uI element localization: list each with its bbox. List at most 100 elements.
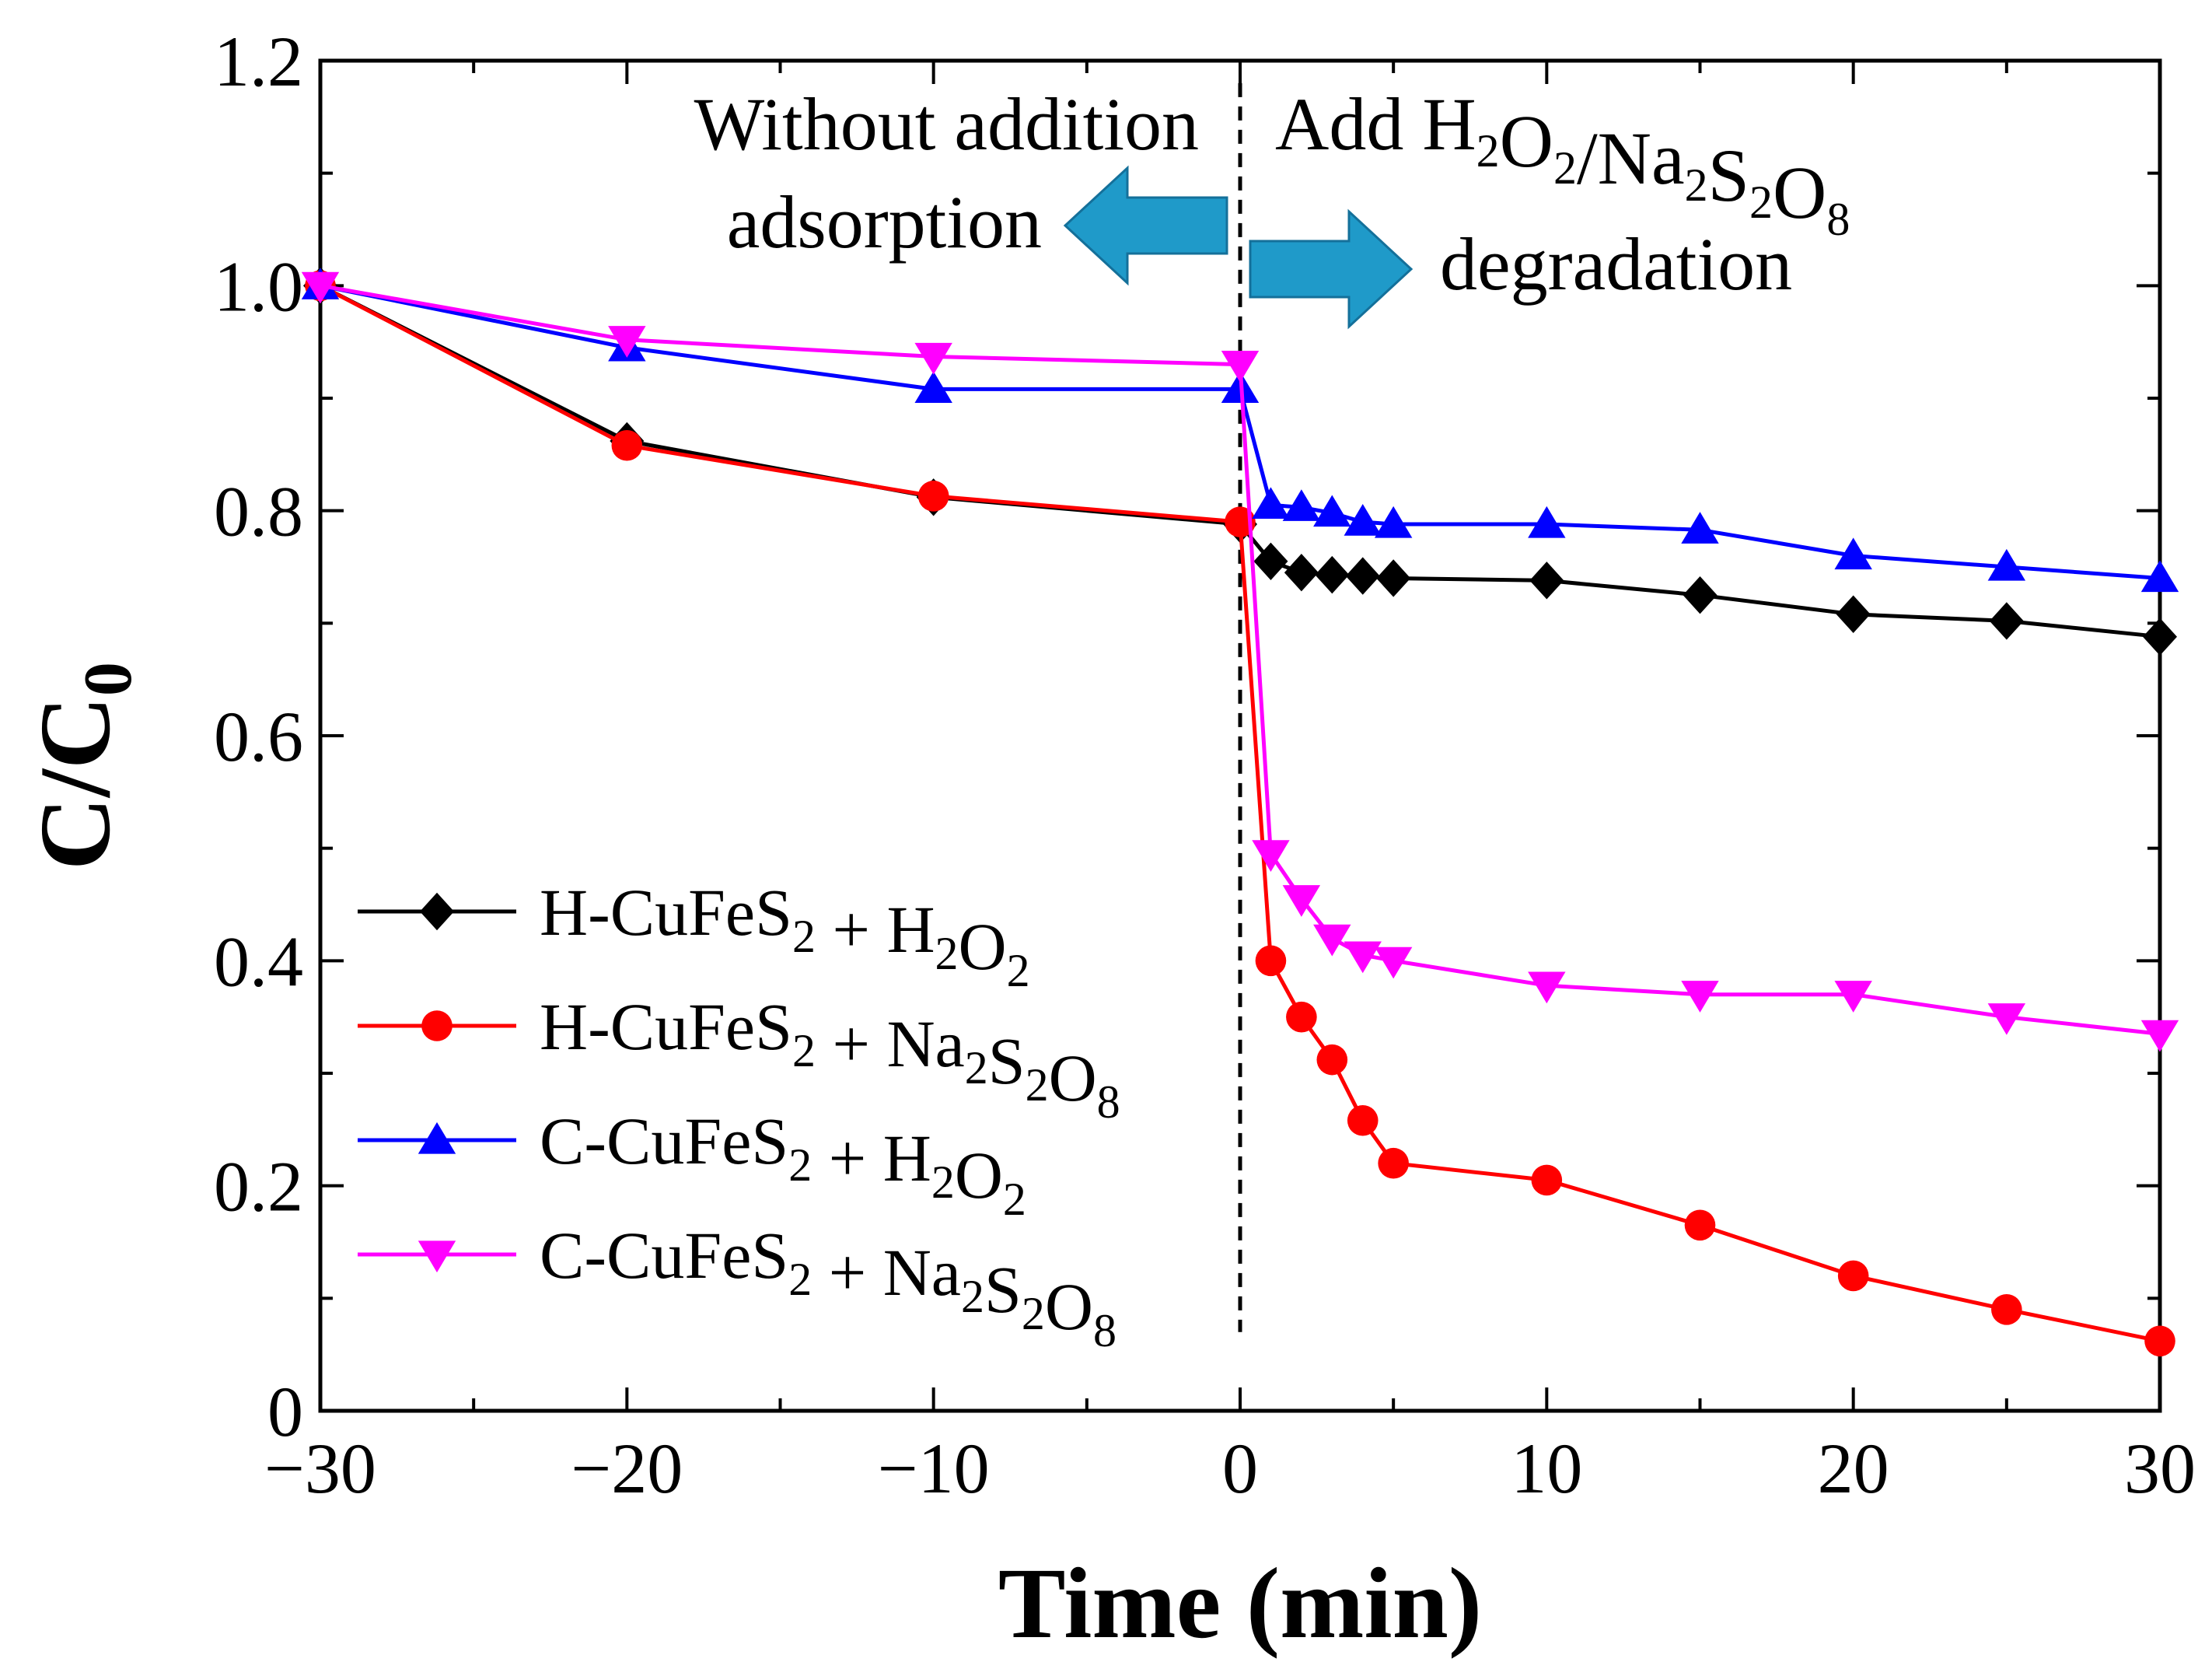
data-point <box>1221 351 1260 383</box>
x-axis-title: Time (min) <box>998 1548 1482 1660</box>
subscript: 8 <box>1093 1305 1116 1356</box>
subscript: 2 <box>1022 1288 1045 1339</box>
text-run: O <box>1045 1269 1093 1344</box>
legend-label: C-CuFeS2 + Na2S2O8 <box>540 1218 1116 1356</box>
data-point <box>1252 487 1290 520</box>
data-point <box>1378 1147 1409 1179</box>
data-point <box>1344 941 1382 974</box>
data-point <box>611 429 643 461</box>
text-run: C-CuFeS <box>540 1104 788 1178</box>
text-run: S <box>988 1023 1026 1098</box>
y-tick-label: 0 <box>267 1372 303 1451</box>
x-tick-label: −10 <box>878 1429 990 1508</box>
x-tick-label: 30 <box>2124 1429 2196 1508</box>
text-run: S <box>984 1252 1022 1327</box>
subscript: 2 <box>1026 1059 1049 1111</box>
subscript: 2 <box>961 1271 984 1322</box>
data-point <box>1253 542 1288 580</box>
legend-entry-4: C-CuFeS2 + Na2S2O8 <box>358 1218 1116 1356</box>
subscript: 2 <box>1685 159 1708 211</box>
data-point <box>1529 562 1564 600</box>
subscript: 2 <box>792 911 816 962</box>
series-line <box>319 284 2161 1343</box>
y-axis-title-main: C/C <box>19 696 131 870</box>
y-tick-label: 0.6 <box>214 697 303 776</box>
data-point <box>1284 554 1319 592</box>
data-point <box>1684 1209 1716 1241</box>
right-arrow-icon <box>1249 208 1414 330</box>
data-point <box>2144 1325 2175 1357</box>
legend-marker <box>418 1240 456 1273</box>
data-point <box>1252 840 1290 872</box>
data-point <box>1836 595 1871 633</box>
annotation-right-line2: degradation <box>1440 222 1792 306</box>
text-run: + Na <box>812 1235 961 1310</box>
text-run: S <box>1708 134 1749 217</box>
data-point <box>914 342 952 375</box>
legend-entry-2: H-CuFeS2 + Na2S2O8 <box>358 989 1120 1128</box>
legend-label: C-CuFeS2 + H2O2 <box>540 1104 1026 1225</box>
subscript: 2 <box>1007 945 1030 996</box>
subscript: 2 <box>931 1156 955 1208</box>
subscript: 2 <box>788 1139 812 1191</box>
subscript: 2 <box>1749 177 1773 228</box>
data-point <box>1313 495 1351 527</box>
subscript: 2 <box>1553 142 1577 194</box>
data-point <box>2140 1020 2179 1052</box>
y-tick-label: 0.2 <box>214 1147 303 1226</box>
data-point <box>1683 576 1718 614</box>
legend-marker <box>421 1010 453 1041</box>
subscript: 2 <box>965 1042 988 1093</box>
subscript: 2 <box>935 928 959 979</box>
y-tick-label: 1.2 <box>214 22 303 101</box>
data-point <box>1989 602 2024 640</box>
axes-frame <box>318 58 2162 1413</box>
y-axis-title: C/C0 <box>19 662 146 870</box>
data-point <box>1834 537 1872 570</box>
text-run: + H <box>812 1121 931 1195</box>
data-point <box>1376 559 1411 597</box>
text-run: O <box>959 909 1007 984</box>
legend-label: H-CuFeS2 + H2O2 <box>540 875 1030 996</box>
text-run: O <box>955 1138 1003 1212</box>
y-tick-label: 1.0 <box>214 247 303 326</box>
data-point <box>1286 1001 1317 1033</box>
subscript: 2 <box>1476 125 1500 177</box>
legend-marker <box>420 892 454 931</box>
x-tick-label: 0 <box>1222 1429 1258 1508</box>
data-point <box>1344 504 1382 536</box>
x-tick-label: 10 <box>1511 1429 1582 1508</box>
data-point <box>1282 489 1321 521</box>
data-point <box>1345 557 1380 595</box>
data-point <box>1316 1044 1348 1076</box>
data-point <box>1991 1294 2022 1325</box>
tick-labels: −30 −20 −10 0 10 20 30 0 0.2 0.4 0.6 0.8 1.0 1.2 <box>214 22 2196 1508</box>
y-tick-label: 0.4 <box>214 922 303 1001</box>
data-point <box>2143 618 2177 656</box>
data-point <box>1987 1003 2026 1035</box>
data-point <box>1374 506 1413 538</box>
subscript: 2 <box>1003 1174 1026 1225</box>
legend-marker <box>418 1121 456 1154</box>
legend-label: H-CuFeS2 + Na2S2O8 <box>540 989 1120 1128</box>
text-run: H-CuFeS <box>540 875 792 950</box>
data-point <box>1834 981 1872 1013</box>
x-tick-label: 20 <box>1818 1429 1889 1508</box>
data-point <box>1347 1104 1379 1136</box>
data-point <box>301 271 340 304</box>
series-4 <box>301 271 2179 1052</box>
text-run: O <box>1773 151 1826 234</box>
data-point <box>917 481 949 512</box>
data-point <box>1987 548 2026 581</box>
y-axis-title-sub: 0 <box>71 662 146 696</box>
y-tick-label: 0.8 <box>214 472 303 551</box>
text-run: /Na <box>1577 117 1685 200</box>
series-layer <box>301 267 2179 1357</box>
data-point <box>1528 971 1566 1004</box>
legend-entry-3: C-CuFeS2 + H2O2 <box>358 1104 1026 1225</box>
data-point <box>1255 945 1287 977</box>
data-point <box>1531 1164 1563 1196</box>
